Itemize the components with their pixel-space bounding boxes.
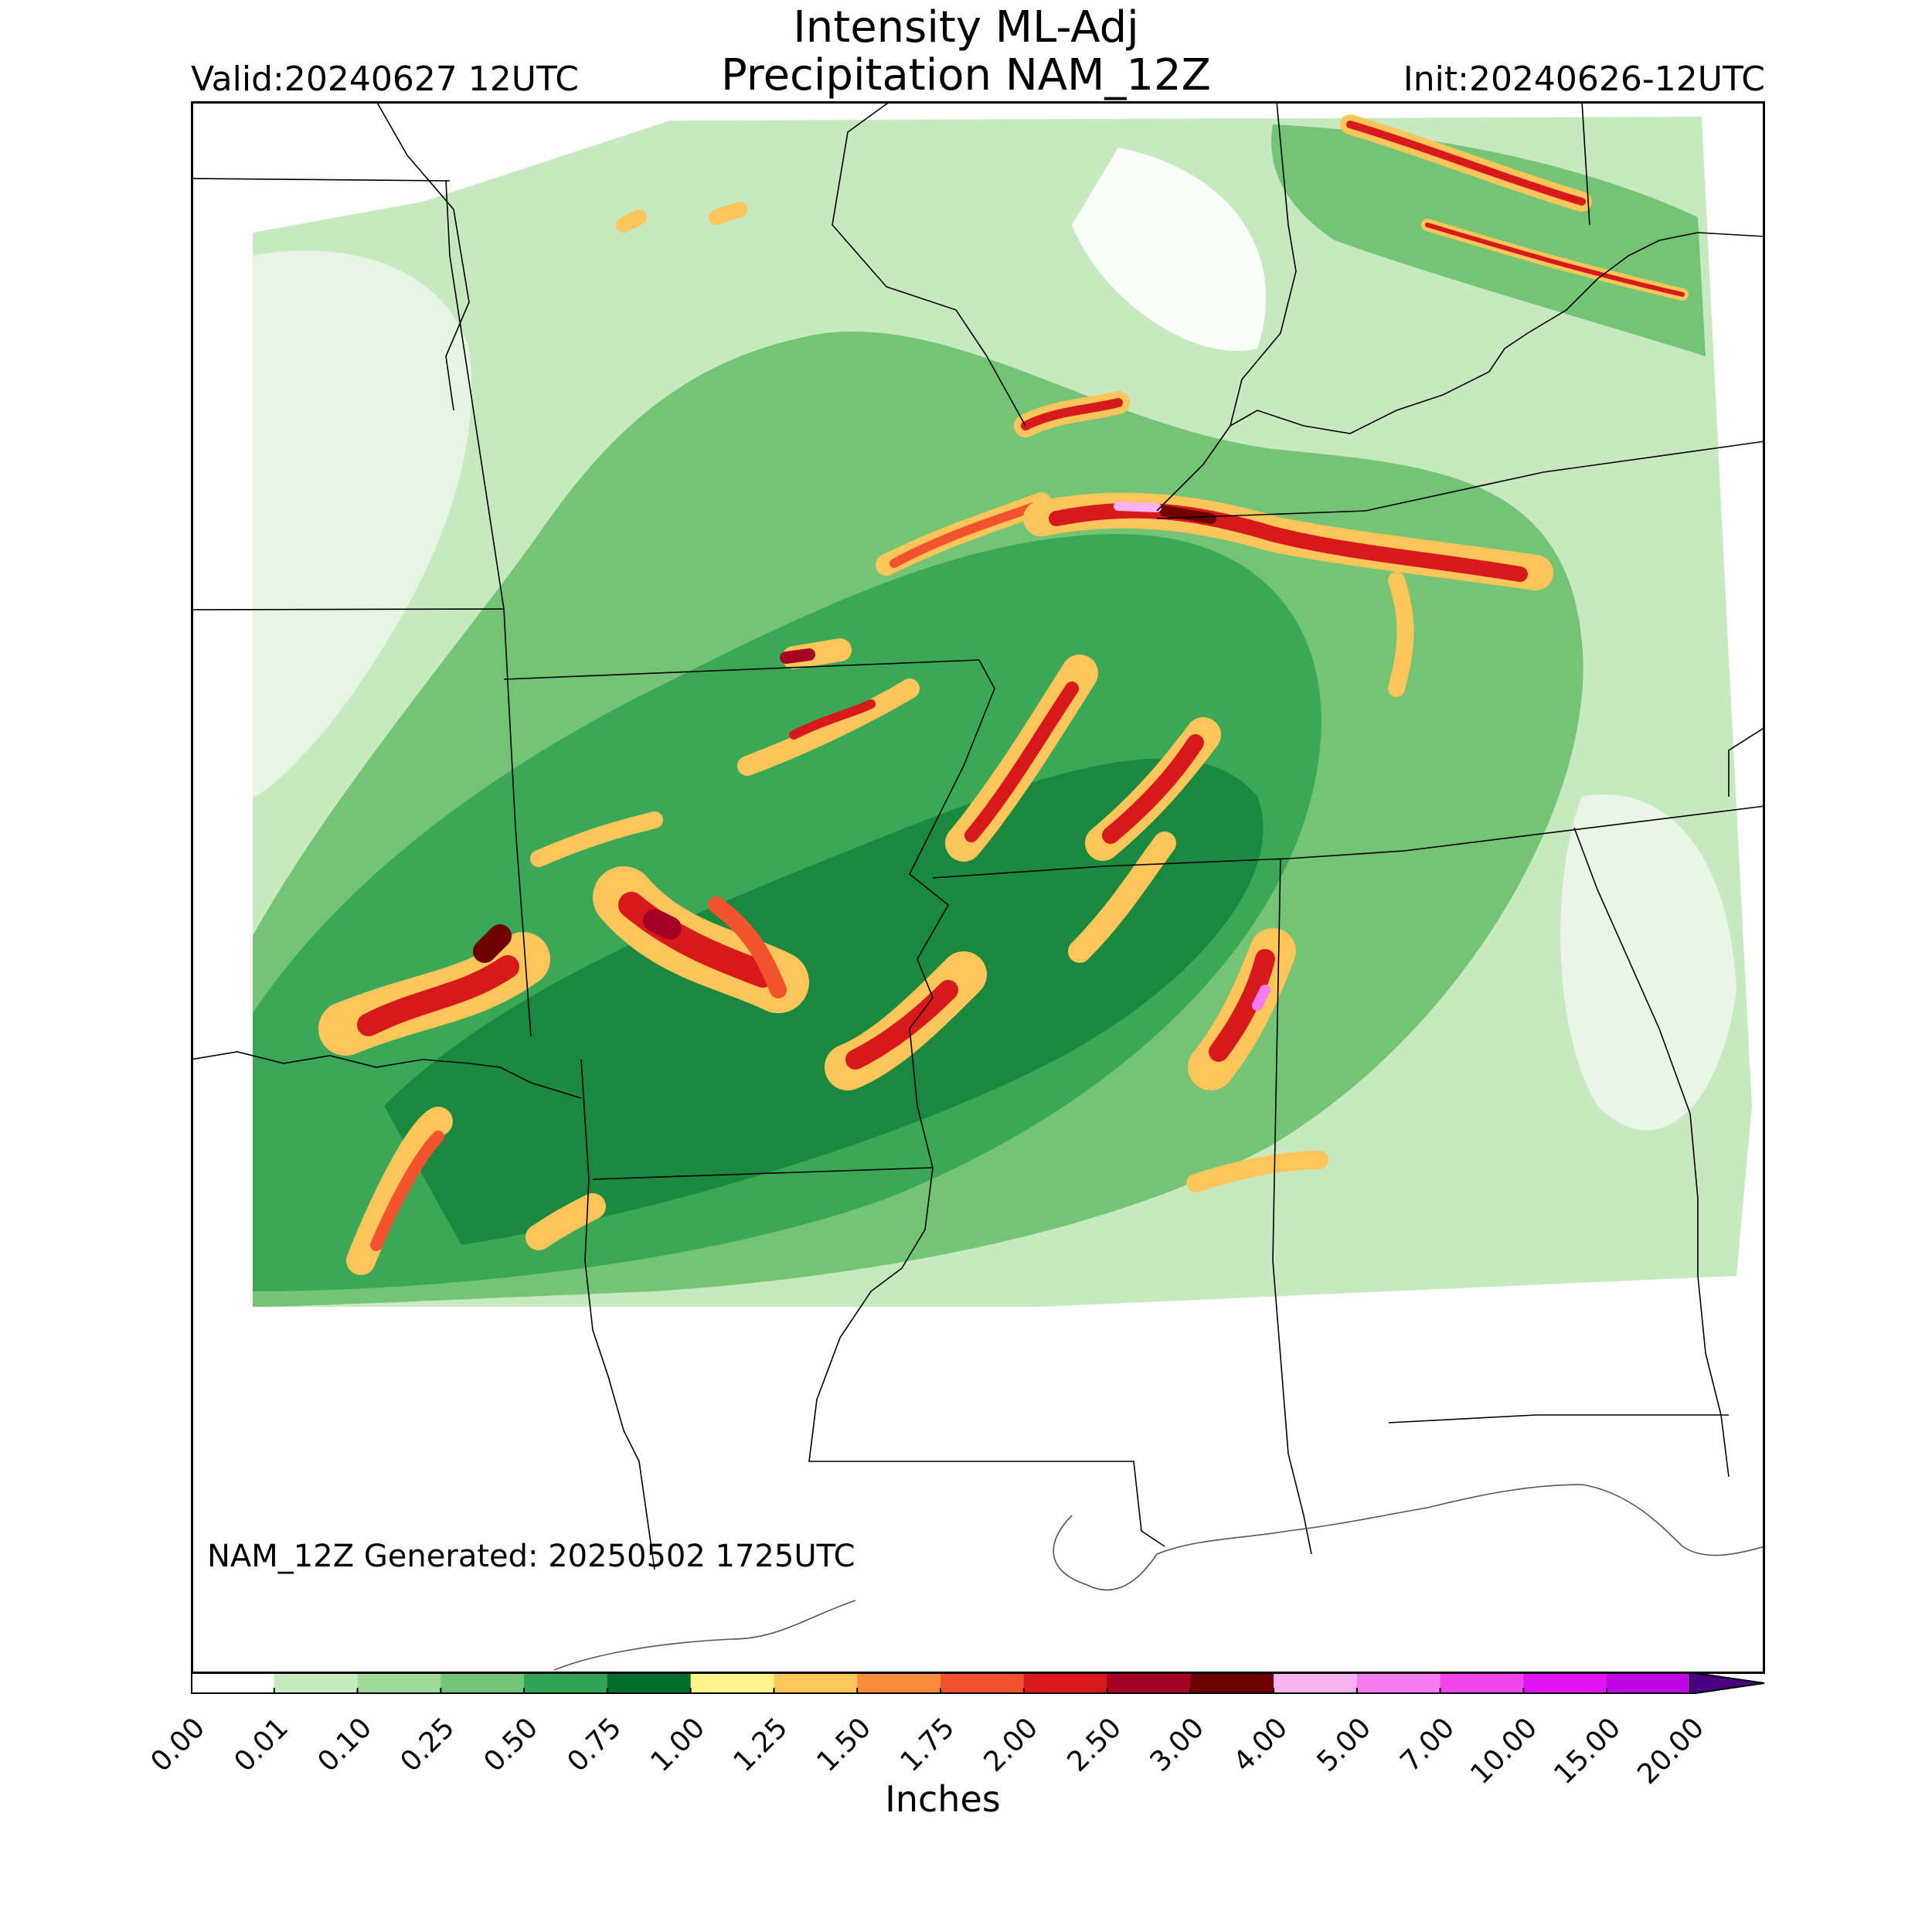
colorbar-segment [1356, 1672, 1441, 1694]
generated-timestamp: NAM_12Z Generated: 20250502 1725UTC [207, 1539, 855, 1574]
state-border-line [832, 101, 1026, 427]
state-border-line [191, 608, 505, 611]
colorbar-tick-label: 2.50 [1061, 1712, 1128, 1778]
valid-time-label: Valid:20240627 12UTC [191, 60, 580, 99]
precip-field-dark-green [384, 758, 1264, 1245]
colorbar-segment [274, 1672, 359, 1694]
colorbar-unit-label: Inches [885, 1778, 1001, 1820]
colorbar-tick-label: 1.00 [645, 1712, 711, 1778]
colorbar-segment [440, 1672, 525, 1694]
state-border-line [191, 1051, 582, 1099]
colorbar-extend-arrow [1689, 1671, 1765, 1696]
state-border-line [376, 101, 470, 411]
state-border-line [592, 1167, 934, 1180]
colorbar-segment [1190, 1672, 1274, 1694]
state-border-line [1230, 232, 1765, 434]
state-border-line [1156, 101, 1297, 512]
map-title-line1: Intensity ML-Adj [793, 2, 1139, 53]
colorbar-segment [940, 1672, 1025, 1694]
colorbar-tick-label: 4.00 [1227, 1712, 1294, 1778]
colorbar-tick-label: 7.00 [1394, 1712, 1461, 1778]
colorbar-tick-label: 1.50 [811, 1712, 878, 1778]
colorbar-tick-label: 0.50 [478, 1712, 545, 1778]
colorbar-tick-label: 2.00 [978, 1712, 1044, 1778]
colorbar-segment [690, 1672, 774, 1694]
colorbar-tick-label: 15.00 [1548, 1712, 1628, 1791]
state-border-line [1388, 1414, 1729, 1423]
precipitation-map [191, 101, 1765, 1674]
no-precip-gap-west [253, 250, 472, 797]
state-border-line [191, 178, 451, 182]
colorbar-tick-label: 3.00 [1144, 1712, 1211, 1778]
state-border-line [1581, 101, 1590, 226]
colorbar-segment [1023, 1672, 1108, 1694]
colorbar-segment [191, 1672, 275, 1694]
colorbar-segment [524, 1672, 608, 1694]
state-border-line [445, 179, 532, 1037]
colorbar-tick-label: 0.01 [228, 1712, 294, 1778]
no-precip-gap-north [1072, 148, 1267, 352]
colorbar-tick-label: 0.00 [145, 1712, 212, 1778]
state-border-line [1156, 440, 1765, 519]
colorbar-segment [774, 1672, 858, 1694]
colorbar-segment [1107, 1672, 1191, 1694]
gulf-coastline [553, 1484, 1765, 1671]
colorbar-segment [857, 1672, 941, 1694]
colorbar [190, 1671, 1767, 1696]
state-border-line [503, 659, 980, 680]
heavy-precip-streaks [318, 114, 1689, 1275]
colorbar-segment [1440, 1672, 1524, 1694]
state-border-line [580, 1059, 655, 1570]
colorbar-tick-label: 1.75 [894, 1712, 961, 1778]
colorbar-tick-label: 1.25 [727, 1712, 794, 1778]
colorbar-segment [607, 1672, 692, 1694]
state-border-line [932, 805, 1765, 879]
colorbar-tick-label: 0.10 [311, 1712, 378, 1778]
state-border-line [808, 659, 1165, 1547]
map-title-line2: Precipitation NAM_12Z [721, 50, 1211, 100]
colorbar-segment [357, 1672, 441, 1694]
init-time-label: Init:20240626-12UTC [1403, 60, 1765, 99]
colorbar-tick-label: 5.00 [1311, 1712, 1378, 1778]
colorbar-segment [1607, 1672, 1691, 1694]
colorbar-tick-label: 10.00 [1464, 1712, 1544, 1791]
state-border-line [1573, 827, 1730, 1478]
colorbar-tick-label: 0.25 [394, 1712, 461, 1778]
colorbar-tick-label: 20.00 [1631, 1712, 1711, 1791]
no-precip-gap-east [1560, 794, 1736, 1131]
colorbar-tick-label: 0.75 [561, 1712, 628, 1778]
colorbar-segment [1523, 1672, 1607, 1694]
colorbar-segment [1274, 1672, 1358, 1694]
state-border-line [1728, 726, 1765, 797]
